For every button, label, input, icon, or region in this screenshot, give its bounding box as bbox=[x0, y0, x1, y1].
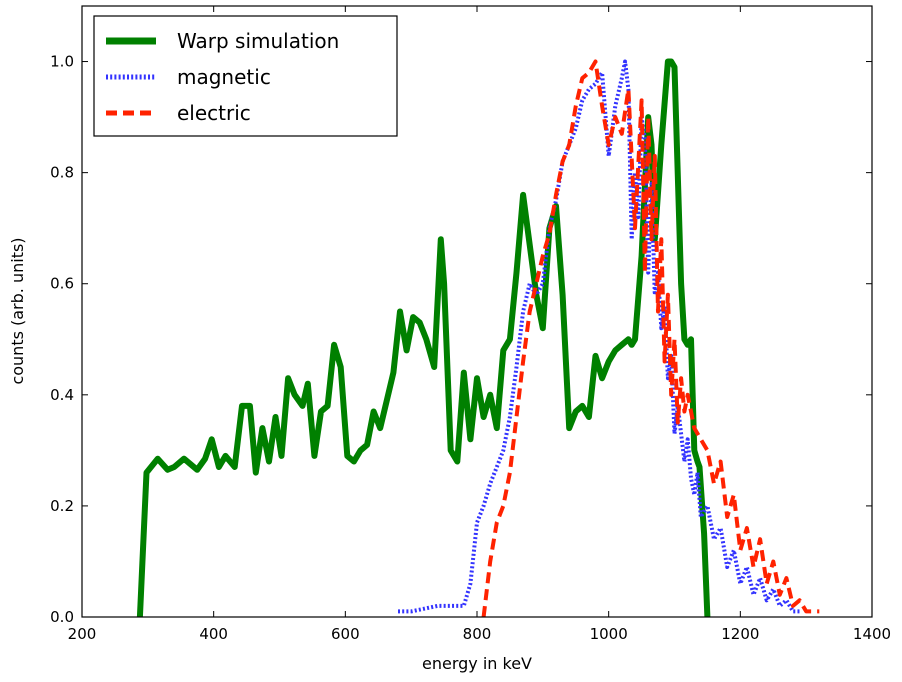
legend-label-electric: electric bbox=[177, 101, 251, 125]
tick-layer: 200 400 600 800 1000 1200 1400 0.0 0.2 0.4 0.6 0.8 1… bbox=[50, 6, 891, 643]
y-axis-label: counts (arb. units) bbox=[8, 237, 27, 384]
x-tick-label: 1400 bbox=[853, 625, 891, 643]
x-tick-label: 1000 bbox=[590, 625, 628, 643]
x-tick-label: 600 bbox=[331, 625, 360, 643]
y-tick-label: 1.0 bbox=[50, 53, 74, 71]
series-line-magnetic bbox=[398, 59, 800, 614]
series-line-warp-simulation bbox=[136, 58, 711, 617]
x-tick-label: 400 bbox=[199, 625, 228, 643]
x-tick-label: 200 bbox=[68, 625, 97, 643]
y-tick-label: 0.8 bbox=[50, 164, 74, 182]
legend-label-warp-simulation: Warp simulation bbox=[177, 29, 339, 53]
series-layer bbox=[136, 58, 820, 617]
x-tick-label: 800 bbox=[463, 625, 492, 643]
y-tick-label: 0.6 bbox=[50, 275, 74, 293]
y-tick-label: 0.4 bbox=[50, 386, 74, 404]
x-tick-label: 1200 bbox=[721, 625, 759, 643]
y-tick-label: 0.2 bbox=[50, 497, 74, 515]
legend: Warp simulation magnetic electric bbox=[93, 15, 398, 137]
x-axis-label: energy in keV bbox=[422, 654, 532, 673]
legend-label-magnetic: magnetic bbox=[177, 65, 271, 89]
y-tick-label: 0.0 bbox=[50, 608, 74, 626]
series-line-electric bbox=[481, 59, 820, 617]
